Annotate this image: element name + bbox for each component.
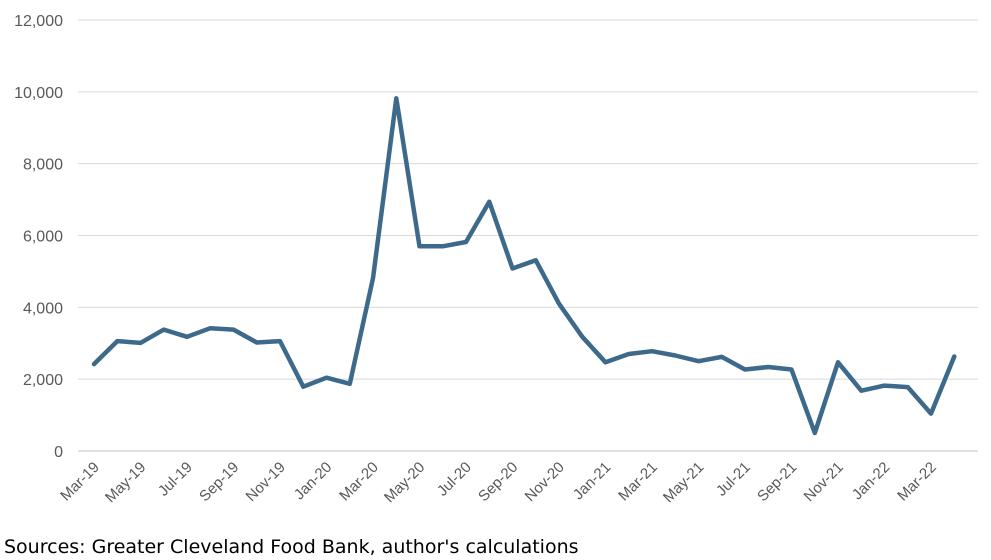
x-tick-label: May-21 <box>660 459 707 506</box>
y-tick-label: 0 <box>54 444 63 461</box>
x-tick-label: Nov-21 <box>801 459 847 505</box>
x-tick-label: Mar-22 <box>894 459 940 505</box>
x-tick-label: Sep-20 <box>475 459 521 505</box>
x-tick-label: Jan-21 <box>570 459 614 503</box>
x-axis: Mar-19 May-19 Jul-19 Sep-19 Nov-19 Jan-20 Mar-… <box>57 459 940 506</box>
x-tick-label: Mar-19 <box>57 459 103 505</box>
x-tick-label: May-20 <box>381 459 428 506</box>
source-note: Sources: Greater Cleveland Food Bank, au… <box>4 536 579 558</box>
x-tick-label: Mar-20 <box>336 459 382 505</box>
y-tick-label: 2,000 <box>23 372 63 389</box>
x-tick-label: May-19 <box>102 459 149 506</box>
y-tick-label: 4,000 <box>23 300 63 317</box>
y-tick-label: 12,000 <box>14 13 63 30</box>
series-line <box>91 96 957 436</box>
y-tick-label: 8,000 <box>23 157 63 174</box>
series-layer <box>91 96 957 436</box>
x-tick-label: Nov-19 <box>243 459 289 505</box>
x-tick-label: Jul-20 <box>434 459 475 500</box>
y-tick-label: 10,000 <box>14 85 63 102</box>
x-tick-label: Nov-20 <box>522 459 568 505</box>
x-tick-label: Jan-22 <box>849 459 893 503</box>
line-chart: 0 2,000 4,000 6,000 8,000 10,000 12,000 Mar-19… <box>14 13 978 506</box>
x-tick-label: Jan-20 <box>291 459 335 503</box>
x-tick-label: Sep-21 <box>754 459 800 505</box>
y-tick-label: 6,000 <box>23 229 63 246</box>
x-tick-label: Jul-21 <box>713 459 754 500</box>
x-tick-label: Mar-21 <box>615 459 661 505</box>
x-tick-label: Sep-19 <box>196 459 242 505</box>
x-tick-label: Jul-19 <box>155 459 196 500</box>
gridlines <box>78 19 978 452</box>
y-axis: 0 2,000 4,000 6,000 8,000 10,000 12,000 <box>14 13 63 461</box>
